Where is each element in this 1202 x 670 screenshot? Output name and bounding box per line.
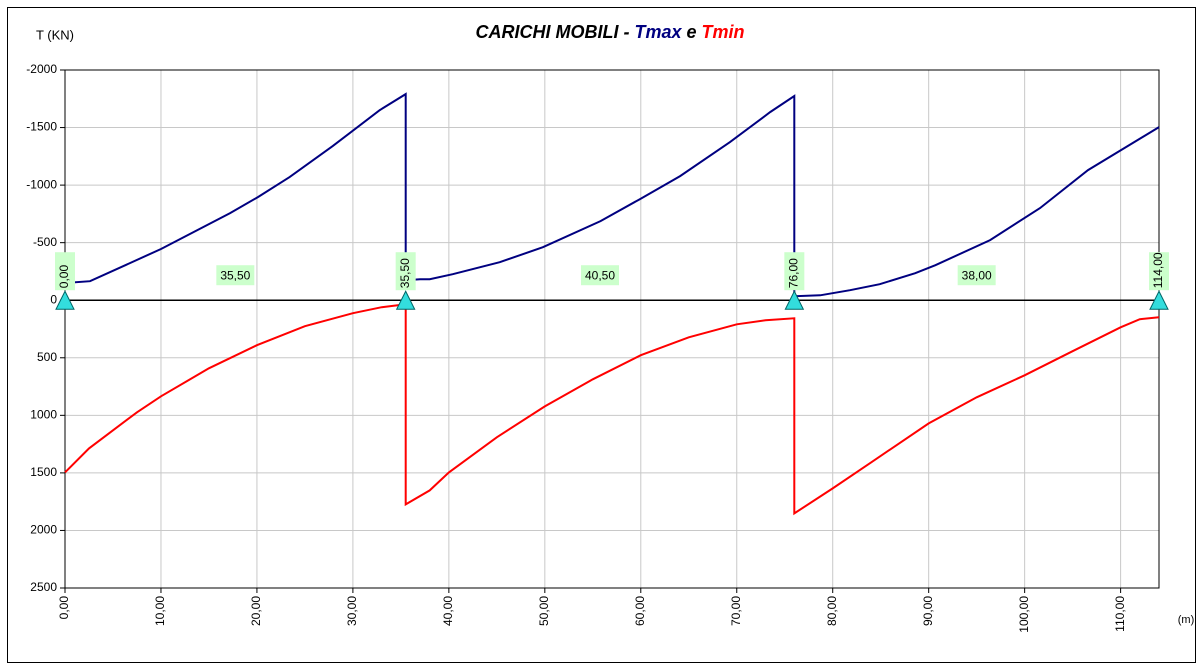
support-label-bg — [55, 252, 75, 291]
title-text: CARICHI MOBILI - — [475, 22, 629, 42]
span-label: 35,50 — [216, 265, 255, 286]
span-label-bg — [957, 265, 996, 286]
span-label: 38,00 — [957, 265, 996, 286]
y-tick-label: 1500 — [30, 465, 57, 479]
support-label-bg — [1149, 252, 1169, 291]
y-tick-label: 500 — [37, 350, 57, 364]
x-tick-label: 80,00 — [825, 596, 839, 626]
x-axis-label: (m) — [1178, 614, 1195, 626]
x-tick-label: 110,00 — [1113, 596, 1127, 632]
series-line — [64, 92, 1160, 298]
y-tick-label: -2000 — [26, 62, 57, 76]
support — [784, 290, 805, 310]
support-label: 114,00 — [1151, 252, 1165, 288]
plot-border — [64, 69, 1160, 589]
y-tick-label: -500 — [33, 235, 57, 249]
x-tick-label: 100,00 — [1017, 596, 1031, 633]
span-label-text: 40,50 — [585, 268, 615, 282]
support — [55, 290, 75, 310]
x-tick-label: 70,00 — [729, 596, 743, 626]
x-tick-label: 20,00 — [249, 596, 263, 626]
y-tick-label: 1000 — [30, 408, 57, 422]
x-tick-label: 40,00 — [441, 596, 455, 626]
support — [395, 290, 416, 310]
title-series: Tmin — [702, 22, 745, 42]
support-label: 35,50 — [398, 258, 412, 288]
span-label-bg — [216, 265, 255, 286]
y-tick-label: -1000 — [26, 177, 57, 191]
support — [1149, 290, 1169, 310]
x-tick-label: 90,00 — [921, 596, 935, 626]
y-tick-label: 0 — [50, 292, 57, 306]
support-label: 0,00 — [57, 265, 71, 289]
support-label-bg — [395, 252, 416, 291]
chart-title: CARICHI MOBILI - Tmax e Tmin — [475, 22, 744, 42]
title-series: Tmax — [634, 22, 682, 42]
span-label-text: 38,00 — [962, 268, 992, 282]
frame — [7, 7, 1196, 663]
series-line — [64, 303, 1160, 516]
y-tick-label: 2000 — [30, 523, 57, 537]
y-tick-label: -1500 — [26, 120, 57, 134]
x-tick-label: 0,00 — [57, 596, 71, 620]
title-text: e — [687, 22, 697, 42]
x-tick-label: 10,00 — [153, 596, 167, 626]
x-tick-label: 50,00 — [537, 596, 551, 626]
span-label-bg — [581, 265, 620, 286]
support-label: 76,00 — [787, 258, 801, 288]
y-tick-label: 2500 — [30, 580, 57, 594]
span-label: 40,50 — [581, 265, 620, 286]
support-label-bg — [784, 252, 805, 291]
y-axis-label: T (KN) — [36, 27, 74, 42]
span-label-text: 35,50 — [220, 268, 250, 282]
x-tick-label: 60,00 — [633, 596, 647, 626]
x-tick-label: 30,00 — [345, 596, 359, 626]
